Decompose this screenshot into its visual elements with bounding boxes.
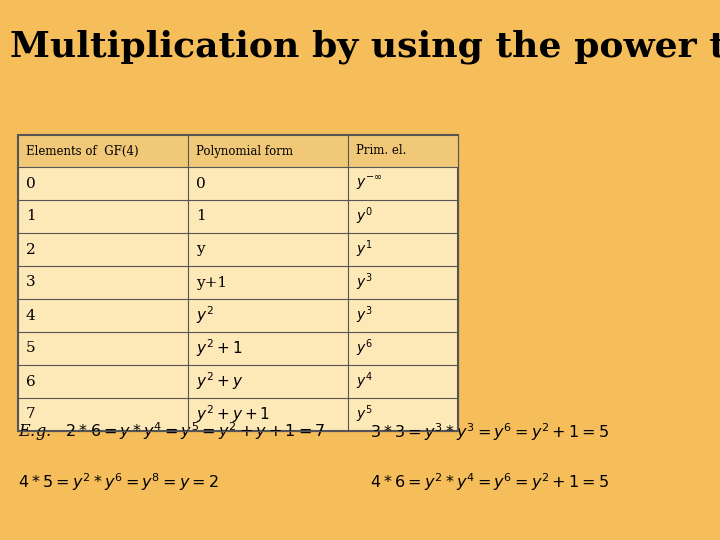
Text: $3*3 = y^3*y^3 = y^6 = y^2+1 = 5$: $3*3 = y^3*y^3 = y^6 = y^2+1 = 5$ — [370, 421, 609, 443]
Text: $y^{3}$: $y^{3}$ — [356, 305, 372, 326]
Text: $y^{-\infty}$: $y^{-\infty}$ — [356, 175, 382, 192]
Text: 0: 0 — [196, 177, 206, 191]
Text: 3: 3 — [26, 275, 35, 289]
Text: $y^{6}$: $y^{6}$ — [356, 338, 373, 359]
Text: E.g.   $2*6 = y*y^4 = y^5 = y^2+y+1 = 7$: E.g. $2*6 = y*y^4 = y^5 = y^2+y+1 = 7$ — [18, 421, 325, 443]
Text: $y^{2}+1$: $y^{2}+1$ — [196, 338, 243, 359]
Bar — [18, 135, 458, 431]
Text: $y^{1}$: $y^{1}$ — [356, 239, 372, 260]
Text: $y^{5}$: $y^{5}$ — [356, 404, 373, 426]
Text: 2: 2 — [26, 242, 36, 256]
Text: Prim. el.: Prim. el. — [356, 145, 406, 158]
Text: $y^{3}$: $y^{3}$ — [356, 272, 372, 293]
Text: 6: 6 — [26, 375, 36, 388]
Text: 7: 7 — [26, 408, 35, 422]
Text: $y^{0}$: $y^{0}$ — [356, 206, 373, 227]
Text: Multiplication by using the power table: Multiplication by using the power table — [10, 30, 720, 64]
Text: 1: 1 — [26, 210, 36, 224]
Text: 0: 0 — [26, 177, 36, 191]
Text: $4*6 = y^2*y^4 = y^6 = y^2+1 = 5$: $4*6 = y^2*y^4 = y^6 = y^2+1 = 5$ — [370, 471, 609, 493]
Text: 5: 5 — [26, 341, 35, 355]
Text: $y^{4}$: $y^{4}$ — [356, 370, 373, 392]
Text: $y^{2}+y+1$: $y^{2}+y+1$ — [196, 404, 270, 426]
Text: y: y — [196, 242, 204, 256]
Text: Polynomial form: Polynomial form — [196, 145, 293, 158]
Text: 1: 1 — [196, 210, 206, 224]
Text: y+1: y+1 — [196, 275, 227, 289]
Text: $4*5 = y^2*y^6 = y^8 = y = 2$: $4*5 = y^2*y^6 = y^8 = y = 2$ — [18, 471, 219, 493]
Text: Elements of  GF(4): Elements of GF(4) — [26, 145, 139, 158]
Bar — [18, 135, 458, 167]
Text: 4: 4 — [26, 308, 36, 322]
Text: $y^{2}$: $y^{2}$ — [196, 305, 214, 326]
Text: $y^{2}+y$: $y^{2}+y$ — [196, 370, 243, 393]
